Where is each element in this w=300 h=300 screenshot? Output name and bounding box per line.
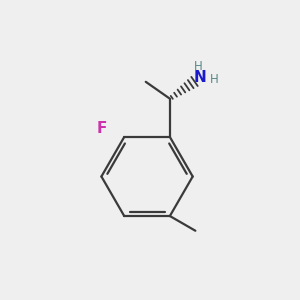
Text: F: F <box>97 122 107 136</box>
Text: H: H <box>194 60 203 73</box>
Text: N: N <box>194 70 206 85</box>
Text: H: H <box>210 73 219 85</box>
